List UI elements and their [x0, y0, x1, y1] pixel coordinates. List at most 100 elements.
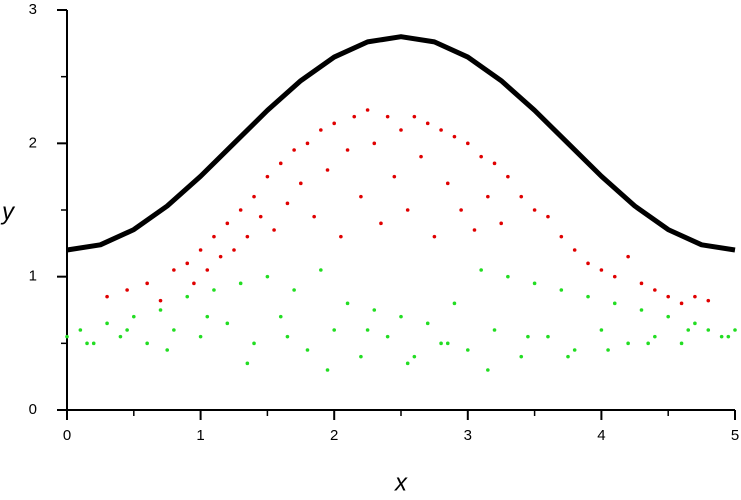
point: [372, 308, 377, 312]
x-tick-label: 4: [597, 427, 605, 444]
point: [278, 161, 283, 166]
point: [479, 268, 483, 272]
point: [653, 334, 657, 339]
point: [519, 354, 524, 359]
point: [425, 121, 430, 126]
point: [319, 128, 323, 132]
point: [733, 328, 737, 332]
point: [265, 174, 270, 179]
point: [292, 148, 296, 152]
point: [125, 328, 129, 332]
point: [272, 228, 276, 232]
y-tick-label: 1: [29, 268, 37, 285]
point: [205, 268, 210, 272]
point: [546, 214, 550, 219]
point: [459, 208, 463, 212]
point: [506, 274, 510, 279]
x-tick-label: 1: [196, 427, 204, 444]
point: [198, 334, 203, 339]
point: [479, 154, 483, 159]
y-tick-label: 0: [29, 401, 37, 418]
point: [432, 234, 437, 239]
point: [91, 341, 96, 346]
point: [365, 328, 370, 332]
point: [425, 321, 430, 326]
point: [198, 248, 203, 252]
point: [339, 234, 343, 239]
point: [412, 114, 417, 119]
point: [252, 341, 256, 346]
point: [392, 174, 397, 179]
point: [405, 208, 410, 212]
point: [232, 248, 236, 252]
point: [599, 328, 604, 332]
point: [145, 281, 149, 286]
point: [559, 234, 564, 239]
point: [486, 194, 490, 199]
point: [445, 181, 450, 186]
point: [212, 288, 216, 292]
point: [172, 268, 176, 272]
point: [352, 114, 357, 119]
point: [626, 341, 630, 346]
point: [486, 368, 490, 372]
y-axis-title: y: [0, 198, 16, 225]
point: [466, 141, 470, 146]
point: [419, 154, 423, 159]
point: [145, 341, 149, 346]
point: [218, 254, 223, 259]
point: [452, 134, 457, 139]
point: [305, 348, 310, 352]
point: [105, 294, 109, 299]
point: [365, 108, 370, 112]
point: [245, 361, 250, 366]
point: [606, 348, 610, 352]
point: [165, 348, 169, 352]
point: [379, 221, 383, 226]
point: [466, 348, 470, 352]
point: [719, 334, 724, 339]
point: [399, 128, 403, 132]
point: [132, 314, 136, 319]
point: [78, 328, 83, 332]
point: [653, 288, 657, 292]
point: [359, 354, 363, 359]
point: [185, 261, 190, 266]
x-tick-label: 0: [63, 427, 71, 444]
point: [345, 301, 350, 306]
point: [519, 194, 524, 199]
point: [372, 141, 377, 146]
point: [639, 308, 644, 312]
point: [626, 254, 630, 259]
point: [412, 354, 417, 359]
point: [305, 141, 310, 146]
point: [325, 368, 330, 372]
point: [666, 314, 670, 319]
point: [225, 321, 230, 326]
point: [399, 314, 403, 319]
point: [125, 288, 129, 292]
point: [158, 298, 163, 303]
point: [506, 174, 510, 179]
x-tick-label: 5: [731, 427, 739, 444]
x-axis-title: x: [394, 469, 408, 496]
point: [85, 341, 89, 346]
point: [359, 194, 363, 199]
point: [445, 341, 450, 346]
point: [252, 194, 256, 199]
point: [492, 328, 497, 332]
point: [332, 121, 337, 126]
point: [639, 281, 644, 286]
point: [546, 334, 550, 339]
point: [385, 334, 390, 339]
point: [499, 221, 504, 226]
point: [192, 281, 196, 286]
point: [646, 341, 650, 346]
point: [726, 334, 731, 339]
point: [385, 114, 390, 119]
point: [225, 221, 230, 226]
point: [158, 308, 163, 312]
point: [292, 288, 296, 292]
point: [312, 214, 316, 219]
point: [612, 301, 617, 306]
